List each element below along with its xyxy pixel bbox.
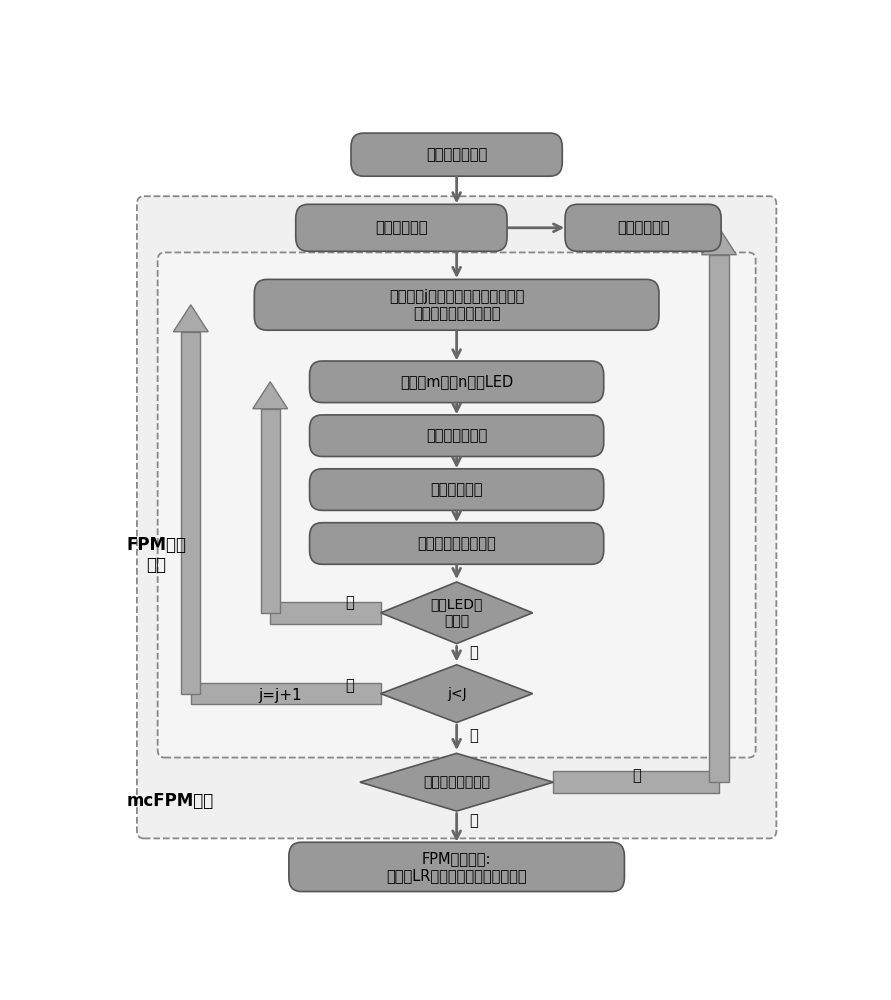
FancyBboxPatch shape: [565, 204, 721, 251]
FancyBboxPatch shape: [309, 361, 604, 403]
Text: 否: 否: [345, 678, 354, 693]
Text: 计算入射波矢: 计算入射波矢: [375, 220, 428, 235]
Polygon shape: [260, 409, 280, 613]
FancyBboxPatch shape: [309, 469, 604, 510]
FancyBboxPatch shape: [254, 279, 659, 330]
Polygon shape: [553, 771, 719, 793]
Text: j=j+1: j=j+1: [258, 688, 302, 703]
FancyBboxPatch shape: [296, 204, 507, 251]
Text: 否: 否: [345, 595, 354, 610]
Text: FPM重建过程:
用所有LR图像还原物体和光瞳函数: FPM重建过程: 用所有LR图像还原物体和光瞳函数: [387, 851, 527, 883]
FancyBboxPatch shape: [289, 842, 625, 892]
Text: FPM重建
过程: FPM重建 过程: [127, 536, 186, 574]
Polygon shape: [709, 255, 729, 782]
Polygon shape: [174, 305, 208, 332]
FancyBboxPatch shape: [158, 252, 756, 758]
Text: 成本函数达最小值: 成本函数达最小值: [423, 775, 490, 789]
Polygon shape: [253, 382, 288, 409]
Polygon shape: [701, 228, 737, 255]
Polygon shape: [191, 683, 380, 704]
Polygon shape: [360, 753, 553, 811]
Text: 否: 否: [632, 769, 641, 784]
Text: 是: 是: [470, 645, 478, 660]
Text: 是: 是: [470, 728, 478, 744]
Text: j<J: j<J: [446, 687, 467, 701]
Text: 初始化全局偏移: 初始化全局偏移: [426, 147, 487, 162]
Text: 所有LED都
已点亮: 所有LED都 已点亮: [430, 598, 483, 628]
FancyBboxPatch shape: [309, 415, 604, 456]
Polygon shape: [380, 582, 533, 644]
Polygon shape: [270, 602, 380, 624]
Text: 更新物体和光瞳函数: 更新物体和光瞳函数: [417, 536, 496, 551]
Text: 搜索全局偏移: 搜索全局偏移: [617, 220, 669, 235]
Text: 计算傅里叶波谱: 计算傅里叶波谱: [426, 428, 487, 443]
Text: mcFPM流程: mcFPM流程: [127, 792, 214, 810]
FancyBboxPatch shape: [351, 133, 562, 176]
Text: 输入给第j个迭代的物体和光瞳函数
初始化物体和光瞳函数: 输入给第j个迭代的物体和光瞳函数 初始化物体和光瞳函数: [389, 289, 524, 321]
Text: 点亮第m行第n列的LED: 点亮第m行第n列的LED: [400, 374, 513, 389]
Text: 施加强度约束: 施加强度约束: [430, 482, 483, 497]
Polygon shape: [181, 332, 200, 694]
FancyBboxPatch shape: [309, 523, 604, 564]
Text: 是: 是: [470, 813, 478, 828]
FancyBboxPatch shape: [137, 196, 776, 838]
Polygon shape: [380, 665, 533, 723]
